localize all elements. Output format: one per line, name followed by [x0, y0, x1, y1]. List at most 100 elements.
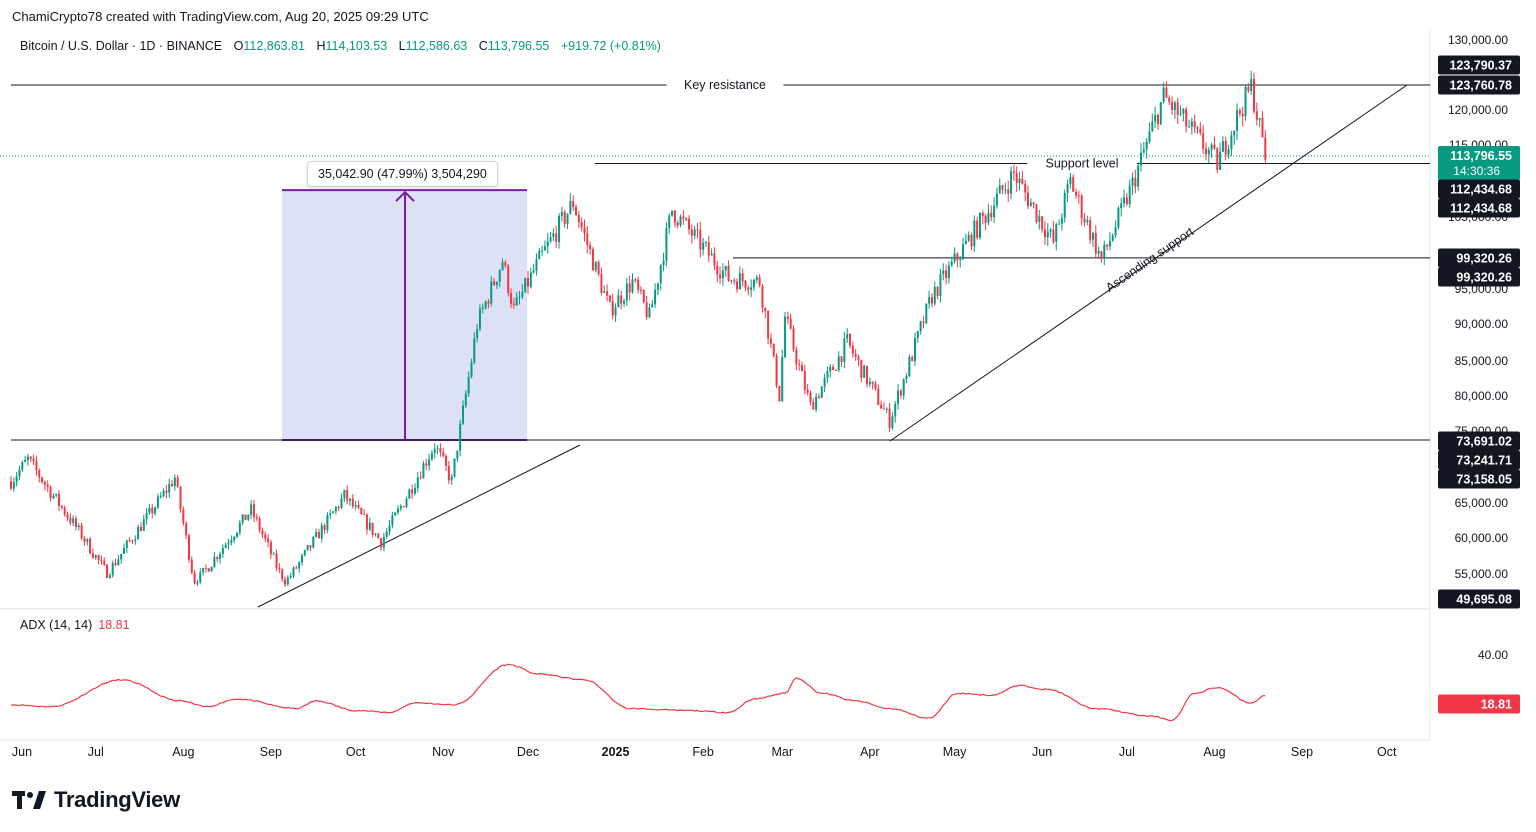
candle-body: [795, 349, 798, 365]
candle-body: [202, 568, 205, 573]
level-axis-label-bg: [1438, 431, 1520, 451]
candle-body: [190, 559, 193, 573]
candle-body: [278, 567, 281, 570]
low-label: L: [398, 39, 406, 53]
candle-body: [292, 567, 295, 576]
candle-body: [182, 509, 185, 524]
adx-legend: ADX (14, 14) 18.81: [20, 618, 130, 632]
candle-body: [617, 295, 620, 308]
candle-body: [685, 218, 688, 220]
candle-body: [1029, 202, 1032, 207]
candle-body: [1148, 131, 1151, 142]
candle-body: [962, 244, 965, 260]
high-value: 114,103.53: [325, 39, 388, 53]
candle-body: [809, 392, 812, 403]
candle-body: [1258, 118, 1261, 120]
candle-body: [1035, 204, 1038, 223]
adx-value-tag: 18.81: [1481, 698, 1512, 712]
x-tick-label: May: [943, 745, 967, 759]
candle-body: [456, 450, 459, 459]
candle-body: [882, 408, 885, 410]
candle-body: [662, 260, 665, 266]
candle-body: [298, 562, 301, 569]
candle-body: [233, 536, 236, 541]
candle-body: [1137, 165, 1140, 187]
candle-body: [221, 547, 224, 555]
x-tick-label: Mar: [771, 745, 793, 759]
support-axis-label-bg: [1438, 179, 1520, 199]
tradingview-brand[interactable]: TradingView: [12, 787, 180, 813]
candle-body: [1060, 217, 1063, 224]
candle-body: [998, 185, 1001, 194]
candle-body: [38, 470, 41, 478]
candle-body: [589, 244, 592, 250]
candle-body: [1221, 141, 1224, 152]
x-tick-label: Aug: [172, 745, 194, 759]
candle-body: [224, 544, 227, 548]
candle-body: [346, 489, 349, 501]
candle-body: [801, 365, 803, 372]
candle-body: [252, 504, 255, 517]
candle-body: [673, 210, 676, 223]
candle-body: [204, 568, 207, 570]
candle-body: [1142, 149, 1145, 153]
candle-body: [524, 278, 527, 293]
candle-body: [1162, 87, 1165, 102]
candle-body: [832, 366, 835, 370]
candle-body: [727, 266, 730, 282]
candle-body: [504, 262, 507, 266]
candle-body: [1123, 197, 1126, 204]
candle-body: [413, 487, 416, 494]
candle-body: [1100, 250, 1103, 259]
candle-body: [272, 553, 275, 555]
candle-body: [1171, 101, 1174, 110]
candle-body: [724, 266, 727, 271]
candle-body: [1154, 114, 1157, 122]
candle-body: [385, 531, 388, 537]
candle-body: [1224, 141, 1227, 155]
level-axis-label: 99,320.26: [1456, 271, 1512, 285]
candle-body: [1072, 177, 1075, 192]
candle-body: [74, 518, 77, 527]
candle-body: [470, 362, 473, 377]
candle-body: [947, 265, 950, 279]
candle-body: [106, 564, 109, 578]
candle-body: [1094, 233, 1097, 254]
candle-body: [24, 459, 27, 462]
resistance-axis-label: 123,790.37: [1449, 59, 1512, 73]
candle-body: [247, 514, 250, 520]
measure-label: 35,042.90 (47.99%) 3,504,290: [307, 161, 498, 187]
candles: [10, 70, 1267, 587]
candle-body: [1168, 97, 1171, 102]
candle-body: [1097, 250, 1100, 254]
candle-body: [696, 229, 699, 231]
x-tick-label: 2025: [602, 745, 630, 759]
candle-body: [778, 385, 781, 401]
candle-body: [518, 296, 521, 298]
candle-body: [1086, 220, 1089, 223]
x-tick-label: Jun: [12, 745, 32, 759]
candle-body: [865, 365, 868, 385]
candle-body: [507, 265, 510, 294]
candle-body: [702, 242, 705, 250]
open-label: O: [233, 39, 244, 53]
candle-body: [888, 408, 891, 428]
candle-body: [83, 538, 86, 542]
candle-body: [227, 542, 230, 545]
candle-body: [1004, 189, 1007, 191]
candle-body: [219, 554, 222, 560]
candle-body: [213, 557, 216, 567]
candle-body: [1125, 197, 1128, 205]
candle-body: [990, 212, 993, 218]
candle-body: [428, 459, 431, 466]
candle-body: [591, 249, 594, 271]
candle-body: [1179, 113, 1182, 115]
candle-body: [1117, 208, 1120, 228]
candle-body: [1145, 141, 1148, 150]
candle-body: [334, 506, 337, 512]
candle-body: [885, 408, 888, 410]
candle-body: [521, 292, 524, 297]
x-tick-label: Apr: [860, 745, 879, 759]
candle-body: [315, 532, 318, 537]
